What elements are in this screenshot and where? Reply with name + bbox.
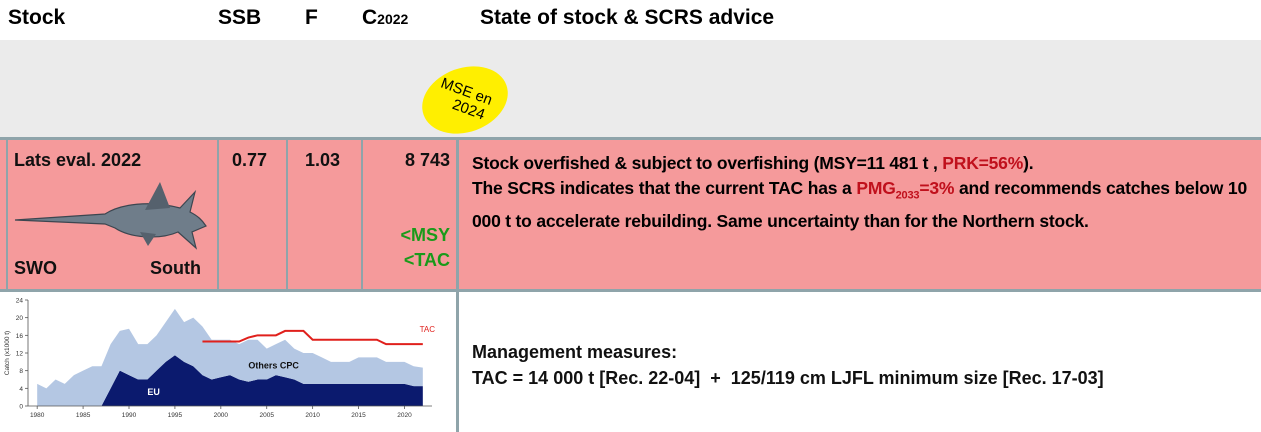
f-value: 1.03 [305,150,340,171]
series-label: Others CPC [248,360,299,370]
catch-value: 8 743 [372,150,450,171]
header-catch: C2022 [362,6,408,30]
row-border [0,137,1261,140]
advice-text: ). [1023,153,1033,173]
col-border [456,138,459,432]
pmg-year: 2033 [896,190,920,202]
advice-highlight: PMG2033=3% [856,178,954,198]
tac-line [202,331,422,344]
management-text: TAC = 14 000 t [Rec. 22-04] + 125/119 cm… [472,368,1104,389]
ssb-value: 0.77 [232,150,267,171]
pmg-value: =3% [919,178,954,198]
stock-species: SWO [14,258,57,279]
x-tick-label: 1985 [76,412,91,419]
tac-label: TAC [420,325,436,334]
y-tick-label: 0 [19,404,23,411]
catch-note: <MSY [372,225,450,246]
catch-note: <TAC [372,250,450,271]
fish-body [15,192,206,248]
y-tick-label: 8 [19,368,23,375]
x-tick-label: 2015 [351,412,366,419]
y-tick-label: 12 [16,351,24,358]
badge: MSE en 2024 [410,60,520,140]
x-tick-label: 2010 [305,412,320,419]
col-border [286,138,288,290]
stock-evaluation: Lats eval. 2022 [14,150,141,171]
y-tick-label: 24 [16,298,24,305]
slide: Stock SSB F C2022 State of stock & SCRS … [0,0,1261,432]
header-ssb: SSB [218,6,261,30]
series-label: EU [147,387,160,397]
col-border [6,138,8,290]
advice-line: Stock overfished & subject to overfishin… [472,151,1247,176]
y-axis-label: Catch (x1000 t) [4,331,11,375]
header-catch-sub: 2022 [377,11,408,27]
col-border [361,138,363,290]
x-tick-label: 2005 [259,412,274,419]
advice: Stock overfished & subject to overfishin… [472,151,1247,234]
col-border [217,138,219,290]
header-advice: State of stock & SCRS advice [480,6,774,30]
x-tick-label: 1995 [168,412,183,419]
pmg-label: PMG [856,178,895,198]
advice-text: The SCRS indicates that the current TAC … [472,178,856,198]
stock-area: South [150,258,201,279]
advice-highlight: PRK=56% [942,153,1023,173]
gray-band [0,40,1261,138]
x-tick-label: 1980 [30,412,45,419]
advice-text: Stock overfished & subject to overfishin… [472,153,942,173]
header-stock: Stock [8,6,65,30]
catch-chart: TAC Others CPC EU 0 4 8 12 16 20 24 1980 1985 1990 19… [0,292,456,432]
x-tick-label: 2020 [397,412,412,419]
x-tick-label: 2000 [214,412,229,419]
y-tick-label: 20 [16,315,24,322]
management-title: Management measures: [472,342,677,363]
swordfish-icon [10,170,215,250]
y-tick-label: 16 [16,333,24,340]
advice-paragraph: The SCRS indicates that the current TAC … [472,176,1247,234]
y-tick-label: 4 [19,386,23,393]
x-tick-label: 1990 [122,412,137,419]
header-f: F [305,6,318,30]
header-catch-main: C [362,6,377,29]
